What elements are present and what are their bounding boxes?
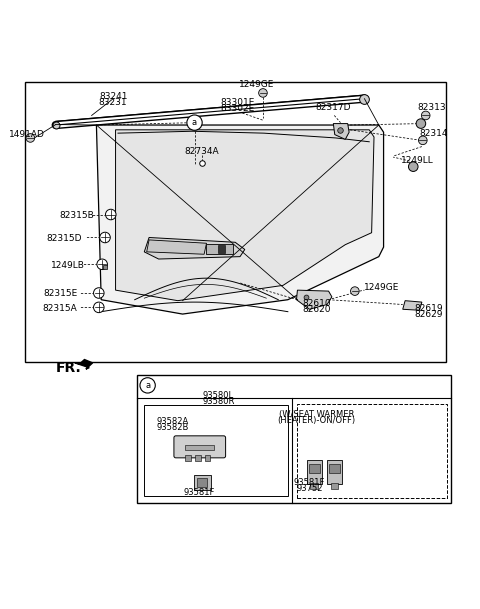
Circle shape [106, 209, 116, 220]
Bar [307, 460, 322, 484]
Text: 1249LB: 1249LB [50, 261, 84, 270]
Text: 93581F: 93581F [184, 488, 215, 496]
Bar [137, 375, 451, 503]
Polygon shape [144, 238, 245, 259]
Circle shape [421, 111, 430, 120]
Text: 82315A: 82315A [43, 304, 77, 313]
Polygon shape [116, 130, 374, 301]
Circle shape [187, 115, 202, 130]
Polygon shape [75, 359, 93, 369]
Bar [327, 460, 342, 484]
Polygon shape [333, 124, 349, 139]
Circle shape [419, 136, 427, 145]
Bar [185, 445, 214, 450]
Text: 82314: 82314 [420, 128, 448, 138]
Bar [195, 455, 201, 461]
Text: 93580L: 93580L [203, 391, 234, 400]
Circle shape [94, 302, 104, 312]
Circle shape [97, 259, 108, 270]
Bar [217, 245, 225, 253]
Text: 82734A: 82734A [184, 147, 219, 156]
Text: 1491AD: 1491AD [9, 130, 45, 139]
Circle shape [259, 89, 267, 97]
Text: 93582A: 93582A [157, 417, 189, 426]
Text: 82629: 82629 [415, 310, 444, 319]
Bar [204, 455, 210, 461]
Circle shape [100, 232, 110, 243]
Polygon shape [297, 290, 332, 309]
Text: 1249GE: 1249GE [239, 80, 275, 89]
FancyBboxPatch shape [174, 436, 226, 458]
Bar [309, 464, 320, 473]
Bar [197, 478, 207, 487]
Circle shape [350, 287, 359, 295]
Text: 93582B: 93582B [157, 423, 189, 432]
Bar [331, 483, 338, 489]
Polygon shape [96, 125, 384, 314]
Bar [297, 404, 447, 498]
Text: 1249LL: 1249LL [401, 157, 433, 166]
Circle shape [94, 287, 104, 298]
Text: 1249GE: 1249GE [364, 283, 400, 292]
Bar [206, 244, 233, 254]
Text: FR.: FR. [56, 361, 82, 375]
Text: 82619: 82619 [415, 304, 444, 313]
Text: a: a [192, 118, 197, 127]
Circle shape [416, 119, 426, 128]
Text: 93581F: 93581F [294, 478, 325, 487]
Bar [194, 476, 211, 490]
Text: 93752: 93752 [296, 484, 323, 493]
Text: 82315E: 82315E [43, 289, 77, 298]
Text: 82610: 82610 [302, 299, 331, 308]
Text: a: a [145, 381, 150, 390]
Text: 82317D: 82317D [315, 103, 351, 112]
Bar [185, 455, 191, 461]
Bar [329, 464, 340, 473]
Polygon shape [147, 240, 206, 254]
Text: 83231: 83231 [99, 98, 128, 107]
Bar [24, 82, 446, 362]
Text: 82315D: 82315D [47, 234, 82, 243]
Circle shape [26, 133, 35, 143]
Text: 83301E: 83301E [220, 98, 255, 107]
Text: 93580R: 93580R [202, 397, 235, 406]
Text: 82315B: 82315B [59, 211, 94, 220]
Text: 82620: 82620 [302, 305, 331, 314]
Text: (W/SEAT WARMER: (W/SEAT WARMER [279, 410, 354, 419]
Text: 82313: 82313 [417, 103, 446, 112]
Circle shape [140, 378, 156, 393]
Bar [144, 406, 288, 496]
Bar [311, 483, 318, 489]
Text: (HEATER)-ON/OFF): (HEATER)-ON/OFF) [277, 417, 356, 425]
Circle shape [408, 162, 418, 172]
Text: 83241: 83241 [99, 92, 127, 101]
Text: 83302E: 83302E [220, 104, 255, 113]
Polygon shape [403, 301, 422, 310]
